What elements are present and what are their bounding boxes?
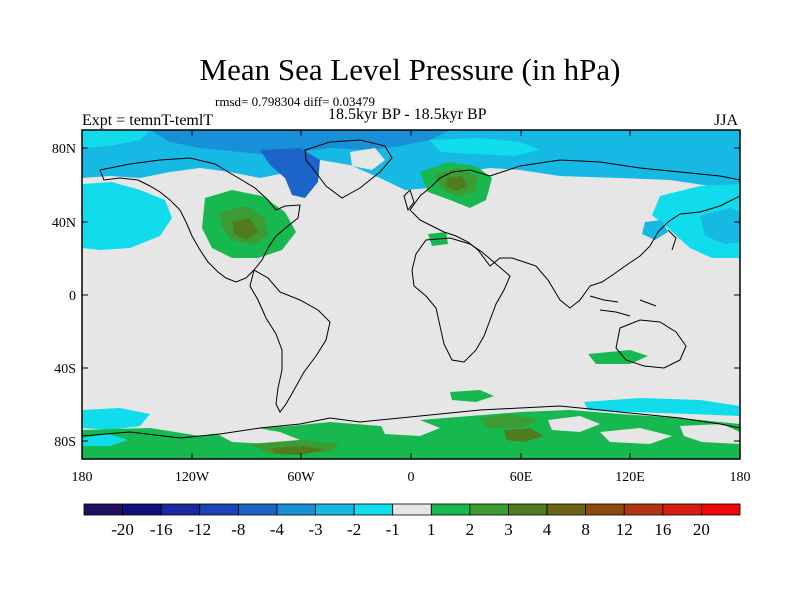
- lat-label: 40S: [54, 362, 76, 377]
- colorbar-swatch: [701, 503, 741, 516]
- colorbar-label: -8: [231, 520, 245, 539]
- lon-label: 120W: [175, 470, 210, 485]
- colorbar-swatch: [469, 503, 509, 516]
- lat-label: 80S: [54, 435, 76, 450]
- lat-ticks: [82, 147, 740, 442]
- colorbar-label: -2: [347, 520, 361, 539]
- colorbar-swatch: [546, 503, 587, 516]
- lon-label: 0: [408, 470, 415, 485]
- colorbar-label: 20: [693, 520, 710, 539]
- colorbar-swatch: [199, 503, 239, 516]
- map-title: Mean Sea Level Pressure (in hPa): [199, 52, 621, 87]
- lat-label: 80N: [52, 142, 76, 157]
- colorbar-swatch: [315, 503, 355, 516]
- neutral-region: [380, 420, 440, 436]
- map-plot-area: [82, 130, 740, 459]
- neutral-region: [210, 426, 300, 444]
- anomaly-region: [232, 218, 258, 240]
- colorbar-label: -16: [150, 520, 173, 539]
- lon-label: 180: [730, 470, 751, 485]
- lon-label: 60E: [510, 470, 533, 485]
- lat-label: 40N: [52, 216, 76, 231]
- lon-label: 60W: [287, 470, 315, 485]
- anomaly-region: [270, 446, 325, 455]
- anomaly-region: [82, 434, 128, 446]
- colorbar-swatch: [83, 503, 123, 516]
- season-label: JJA: [714, 112, 739, 129]
- colorbar-label: -4: [270, 520, 285, 539]
- colorbar-swatch: [122, 503, 162, 516]
- period-label: 18.5kyr BP - 18.5kyr BP: [328, 106, 487, 123]
- colorbar-swatch: [160, 503, 201, 516]
- colorbar-label: 8: [581, 520, 590, 539]
- experiment-label: Expt = temnT-temlT: [82, 112, 214, 129]
- neutral-region: [548, 416, 600, 432]
- coastlines: [82, 139, 740, 439]
- anomaly-region: [588, 350, 648, 364]
- colorbar-label: 12: [616, 520, 633, 539]
- anomaly-region: [584, 398, 740, 416]
- colorbar-label: -20: [111, 520, 134, 539]
- colorbar-swatch: [508, 503, 548, 516]
- colorbar-label: -12: [188, 520, 211, 539]
- colorbar-label: 1: [427, 520, 436, 539]
- neutral-region: [350, 148, 385, 170]
- lon-label: 120E: [615, 470, 645, 485]
- anomaly-region: [700, 208, 740, 244]
- stats-text: rmsd= 0.798304 diff= 0.03479: [215, 94, 375, 109]
- anomaly-region: [642, 220, 668, 240]
- colorbar-label: -1: [386, 520, 400, 539]
- colorbar-swatch: [276, 503, 316, 516]
- neutral-region: [680, 424, 740, 444]
- anomaly-region: [480, 414, 540, 428]
- colorbar-label: 4: [543, 520, 552, 539]
- anomaly-region: [450, 390, 494, 402]
- neutral-region: [600, 428, 672, 444]
- anomaly-region: [504, 428, 544, 442]
- anomaly-region: [446, 176, 468, 191]
- colorbar-swatch: [430, 503, 471, 516]
- colorbar-swatch: [353, 503, 394, 516]
- anomaly-region: [260, 148, 320, 198]
- lat-label: 0: [69, 289, 76, 304]
- colorbar-label: -3: [308, 520, 322, 539]
- colorbar-swatch: [237, 503, 278, 516]
- anomaly-region: [82, 130, 150, 148]
- colorbar-label: 3: [504, 520, 513, 539]
- anomaly-region: [150, 130, 450, 156]
- colorbar-swatch: [585, 503, 625, 516]
- colorbar-label: 16: [654, 520, 671, 539]
- lon-label: 180: [72, 470, 93, 485]
- anomaly-region: [82, 408, 150, 430]
- colorbar-swatch: [392, 503, 432, 516]
- colorbar-swatch: [623, 503, 664, 516]
- anomaly-region: [82, 182, 172, 250]
- colorbar: -20 -16 -12 -8 -4 -3 -2 -1 1 2 3 4 8 12 16 20: [83, 503, 741, 539]
- lon-ticks: [81, 130, 741, 459]
- colorbar-label: 2: [466, 520, 475, 539]
- colorbar-swatch: [662, 503, 702, 516]
- anomaly-region: [430, 138, 540, 156]
